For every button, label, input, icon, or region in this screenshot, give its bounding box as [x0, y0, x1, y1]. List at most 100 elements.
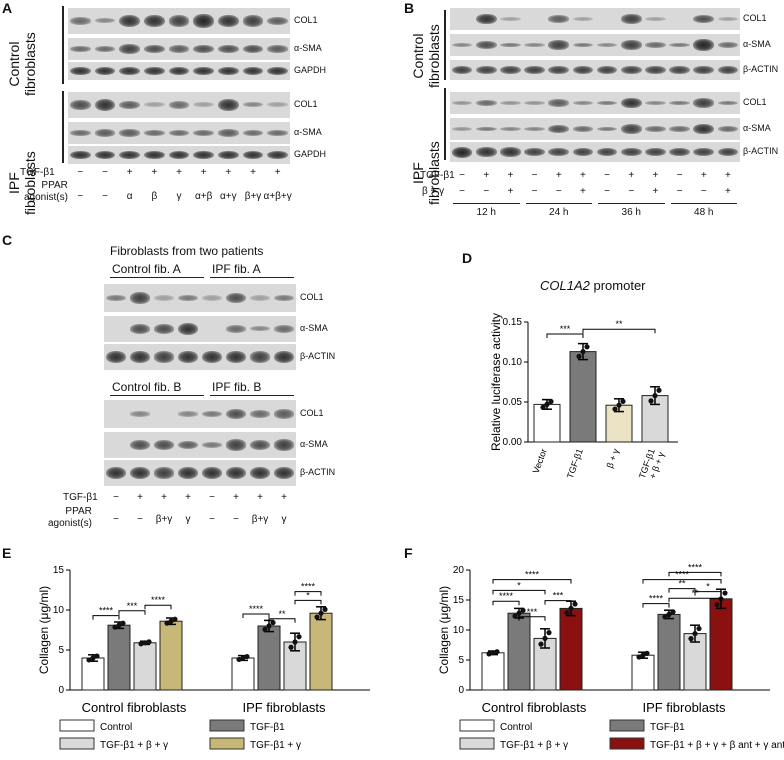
band — [267, 45, 289, 53]
band — [475, 13, 497, 25]
data-point — [262, 626, 268, 632]
significance-label: **** — [301, 582, 316, 592]
data-point — [244, 653, 250, 660]
band — [451, 146, 473, 158]
band — [119, 150, 141, 160]
band — [249, 326, 271, 332]
panel-b-tgf-sign: − — [676, 170, 683, 181]
band — [69, 17, 91, 25]
band — [572, 147, 594, 157]
panel-b-blot-row — [450, 8, 740, 30]
band-label: GAPDH — [294, 65, 327, 75]
data-point — [490, 650, 496, 656]
data-point — [314, 614, 320, 620]
band — [596, 65, 618, 75]
band — [105, 466, 127, 480]
data-point — [172, 616, 178, 622]
band — [94, 98, 116, 112]
band — [693, 98, 714, 108]
y-tick-label: 15 — [53, 565, 65, 576]
band — [693, 38, 714, 52]
panel-c-tgf-sign: + — [185, 492, 191, 503]
data-point — [580, 349, 586, 355]
bar — [657, 613, 681, 691]
band — [524, 147, 545, 157]
panel-b-time-label: 24 h — [549, 207, 569, 218]
panel-c-title: Fibroblasts from two patients — [110, 244, 264, 258]
panel-b-row2-label: β + γ — [422, 186, 445, 197]
band — [548, 65, 569, 75]
legend-label: TGF-β1 — [250, 722, 285, 733]
band — [524, 100, 545, 106]
band-label: β-ACTIN — [300, 351, 336, 361]
significance-bracket — [144, 604, 172, 610]
panel-b-bg-sign: − — [555, 186, 562, 197]
significance-bracket — [668, 588, 696, 593]
data-point — [112, 624, 118, 630]
panel-b-bg-sign: − — [531, 186, 538, 197]
data-point — [142, 640, 148, 646]
band — [717, 100, 739, 106]
panel-b-tgf-sign: + — [628, 170, 635, 181]
band — [242, 150, 264, 160]
panel-b-bg-sign: − — [676, 186, 683, 197]
band — [168, 15, 190, 27]
band — [153, 295, 175, 301]
panel-b-bg-sign: + — [507, 186, 514, 197]
data-point — [86, 657, 92, 663]
panel-label-b: B — [404, 0, 415, 16]
band — [500, 65, 521, 75]
y-tick-label: 0.00 — [503, 437, 523, 448]
band — [273, 439, 295, 451]
legend-label: TGF-β1 + β + γ — [500, 740, 568, 751]
y-tick-label: 5 — [58, 645, 64, 656]
panel-b-bg-sign: − — [459, 186, 465, 197]
legend-swatch — [609, 737, 645, 750]
band — [225, 350, 247, 364]
panel-a-blot-row — [68, 122, 290, 144]
significance-bracket — [642, 579, 722, 584]
panel-c-tgf-sign: + — [233, 492, 239, 503]
band — [94, 150, 116, 160]
data-point — [168, 618, 174, 624]
band — [105, 350, 127, 364]
band — [669, 147, 690, 157]
significance-label: **** — [151, 595, 166, 605]
data-point — [722, 590, 728, 596]
significance-bracket — [92, 615, 120, 620]
data-point — [714, 601, 720, 608]
band — [105, 294, 127, 302]
band — [69, 66, 91, 76]
data-point — [548, 398, 554, 405]
panel-b-time-bracket — [525, 203, 592, 204]
significance-label: ** — [278, 609, 286, 619]
significance-bracket — [668, 571, 722, 577]
data-point — [542, 635, 548, 642]
data-point — [620, 398, 626, 404]
significance-label: **** — [499, 591, 514, 601]
y-axis-label: Relative luciferase activity — [489, 313, 503, 451]
band — [596, 147, 618, 157]
panel-a-agonist-label: γ — [176, 191, 182, 202]
panel-a-blot-row — [68, 92, 290, 118]
data-point — [644, 650, 650, 657]
significance-bracket — [268, 618, 296, 623]
data-point — [318, 610, 324, 616]
data-point — [512, 613, 518, 619]
panel-a-agonist-label: α+γ — [220, 191, 237, 202]
band — [273, 466, 295, 480]
panel-b-bg-sign: + — [652, 186, 659, 197]
band — [249, 466, 271, 480]
significance-label: *** — [553, 591, 564, 601]
band — [249, 351, 271, 363]
significance-label: **** — [525, 570, 540, 580]
data-point — [266, 623, 272, 629]
band — [94, 129, 116, 137]
band — [451, 100, 473, 106]
data-point — [636, 654, 642, 660]
panel-a-bracket2 — [62, 91, 64, 163]
y-tick-label: 0 — [458, 685, 464, 696]
band-label: α-SMA — [743, 39, 771, 49]
band — [201, 410, 223, 418]
y-tick-label: 10 — [453, 625, 465, 636]
